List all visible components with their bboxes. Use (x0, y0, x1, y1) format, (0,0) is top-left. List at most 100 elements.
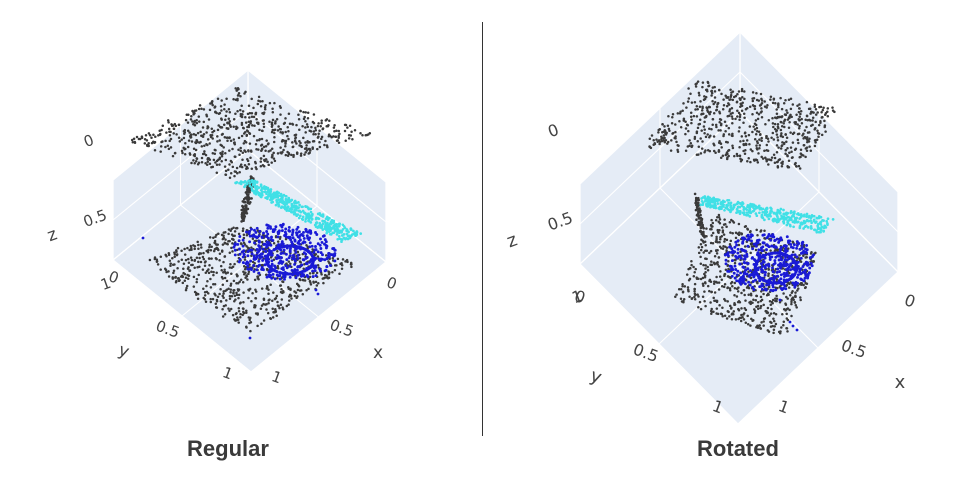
blue-cluster-point (738, 262, 742, 266)
blue-cluster-point (789, 245, 793, 249)
blue-cluster-point (739, 271, 743, 275)
top-plane-point (809, 124, 813, 127)
top-plane-point (166, 119, 170, 122)
top-plane-point (698, 118, 702, 121)
cyan-strip-point (282, 206, 286, 209)
cyan-strip-point (277, 194, 281, 198)
top-plane-point (776, 123, 780, 126)
top-plane-point (202, 108, 206, 111)
cyan-strip-point (760, 215, 764, 218)
bottom-plane-point (193, 245, 197, 248)
top-plane-point (311, 140, 315, 143)
bottom-plane-point (287, 285, 290, 289)
top-plane-point (257, 95, 261, 99)
bottom-plane-point (265, 303, 268, 306)
bottom-plane-point (717, 265, 721, 268)
bottom-plane-point (231, 237, 234, 241)
top-plane-point (177, 123, 181, 127)
bottom-plane-point (221, 243, 225, 246)
top-plane-point (245, 129, 249, 132)
top-plane-point (180, 138, 183, 141)
top-plane-point (338, 132, 341, 136)
blue-cluster-point (248, 248, 252, 252)
bottom-plane-point (320, 273, 323, 276)
top-plane-point (182, 129, 186, 133)
bottom-plane-point (307, 277, 310, 281)
top-plane-point (239, 108, 242, 112)
blue-cluster-point (754, 278, 757, 282)
top-plane-point (205, 142, 208, 146)
bottom-plane-point (679, 297, 683, 300)
connector-point (242, 219, 245, 222)
top-plane-point (253, 160, 257, 164)
top-plane-point (249, 149, 253, 152)
blue-cluster-point (284, 227, 288, 231)
top-plane-point (760, 139, 763, 143)
bottom-plane-point (273, 297, 277, 301)
top-plane-point (232, 117, 236, 121)
cyan-strip-point (245, 182, 249, 186)
blue-cluster-point (750, 256, 754, 260)
bottom-plane-point (702, 284, 705, 288)
cyan-strip-point (758, 207, 762, 211)
bottom-plane-point (774, 322, 778, 326)
top-plane-point (780, 165, 784, 168)
top-plane-point (787, 98, 791, 102)
bottom-plane-point (207, 292, 210, 295)
top-plane-point (658, 140, 662, 144)
top-plane-point (735, 101, 739, 104)
top-plane-point (177, 136, 181, 140)
top-plane-point (318, 129, 321, 132)
blue-cluster-point (762, 233, 766, 237)
bottom-plane-point (279, 303, 283, 306)
top-plane-point (769, 95, 773, 99)
top-plane-point (291, 123, 295, 126)
top-plane-point (343, 129, 347, 133)
top-plane-point (775, 129, 779, 132)
top-plane-point (772, 138, 776, 141)
top-plane-point (791, 103, 795, 106)
top-plane-point (663, 125, 666, 128)
bottom-plane-point (771, 298, 775, 302)
bottom-plane-point (193, 290, 197, 294)
top-plane-point (235, 125, 238, 128)
cyan-strip-point (294, 200, 297, 204)
top-plane-point (738, 126, 741, 129)
cyan-strip-point (242, 181, 246, 184)
blue-cluster-point (301, 258, 305, 262)
bottom-plane-point (794, 304, 798, 307)
bottom-plane-point (247, 270, 251, 274)
cyan-strip-point (796, 212, 799, 216)
blue-cluster-point (238, 235, 242, 238)
top-plane-point (710, 127, 713, 131)
cyan-strip-point (282, 202, 286, 206)
bottom-plane-point (724, 299, 727, 302)
top-plane-point (700, 113, 703, 116)
bottom-plane-point (775, 294, 778, 298)
top-plane-point (328, 119, 331, 122)
top-plane-point (665, 131, 668, 135)
bottom-plane-point (192, 275, 196, 279)
blue-cluster-point (252, 269, 256, 273)
regular-panel: 0 0.5 1 0 0.5 1 0 0.5 1 x y z Regular (0, 0, 480, 496)
bottom-plane-point (183, 253, 187, 256)
blue-cluster-point (278, 261, 282, 265)
top-plane-point (220, 99, 223, 102)
top-plane-point (247, 123, 251, 127)
bottom-plane-point (740, 307, 743, 310)
bottom-plane-point (197, 247, 200, 250)
cyan-strip-point (328, 227, 332, 231)
top-plane-point (231, 147, 234, 151)
top-plane-point (224, 173, 228, 177)
top-plane-point (241, 151, 245, 154)
bottom-plane-point (755, 326, 758, 329)
bottom-plane-point (756, 233, 759, 237)
blue-cluster-point (787, 257, 791, 261)
bottom-plane-point (171, 277, 175, 280)
bottom-plane-point (248, 318, 251, 322)
bottom-plane-point (706, 269, 710, 272)
cyan-strip-point (259, 195, 263, 199)
cyan-strip-point (707, 196, 711, 200)
